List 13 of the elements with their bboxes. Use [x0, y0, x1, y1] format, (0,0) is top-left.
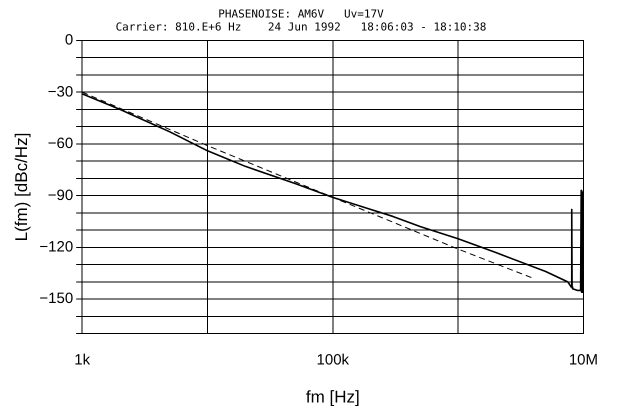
- chart-title: PHASENOISE: AM6V Uv=17V: [218, 7, 384, 20]
- y-tick-label: −90: [48, 186, 74, 204]
- x-tick-label: 1k: [74, 352, 91, 369]
- chart-subtitle: Carrier: 810.E+6 Hz 24 Jun 1992 18:06:03 - 18:10:38: [116, 20, 486, 34]
- x-tick-label: 10M: [568, 352, 598, 369]
- x-axis-title: fm [Hz]: [306, 387, 360, 406]
- y-tick-label: 0: [64, 32, 74, 49]
- y-tick-label: −30: [48, 83, 74, 100]
- x-tick-label: 100k: [316, 352, 350, 369]
- y-tick-label: −150: [39, 290, 74, 308]
- y-tick-label: −120: [39, 238, 74, 256]
- y-axis-title: L(fm) [dBc/Hz]: [12, 132, 31, 242]
- y-tick-label: −60: [48, 135, 74, 152]
